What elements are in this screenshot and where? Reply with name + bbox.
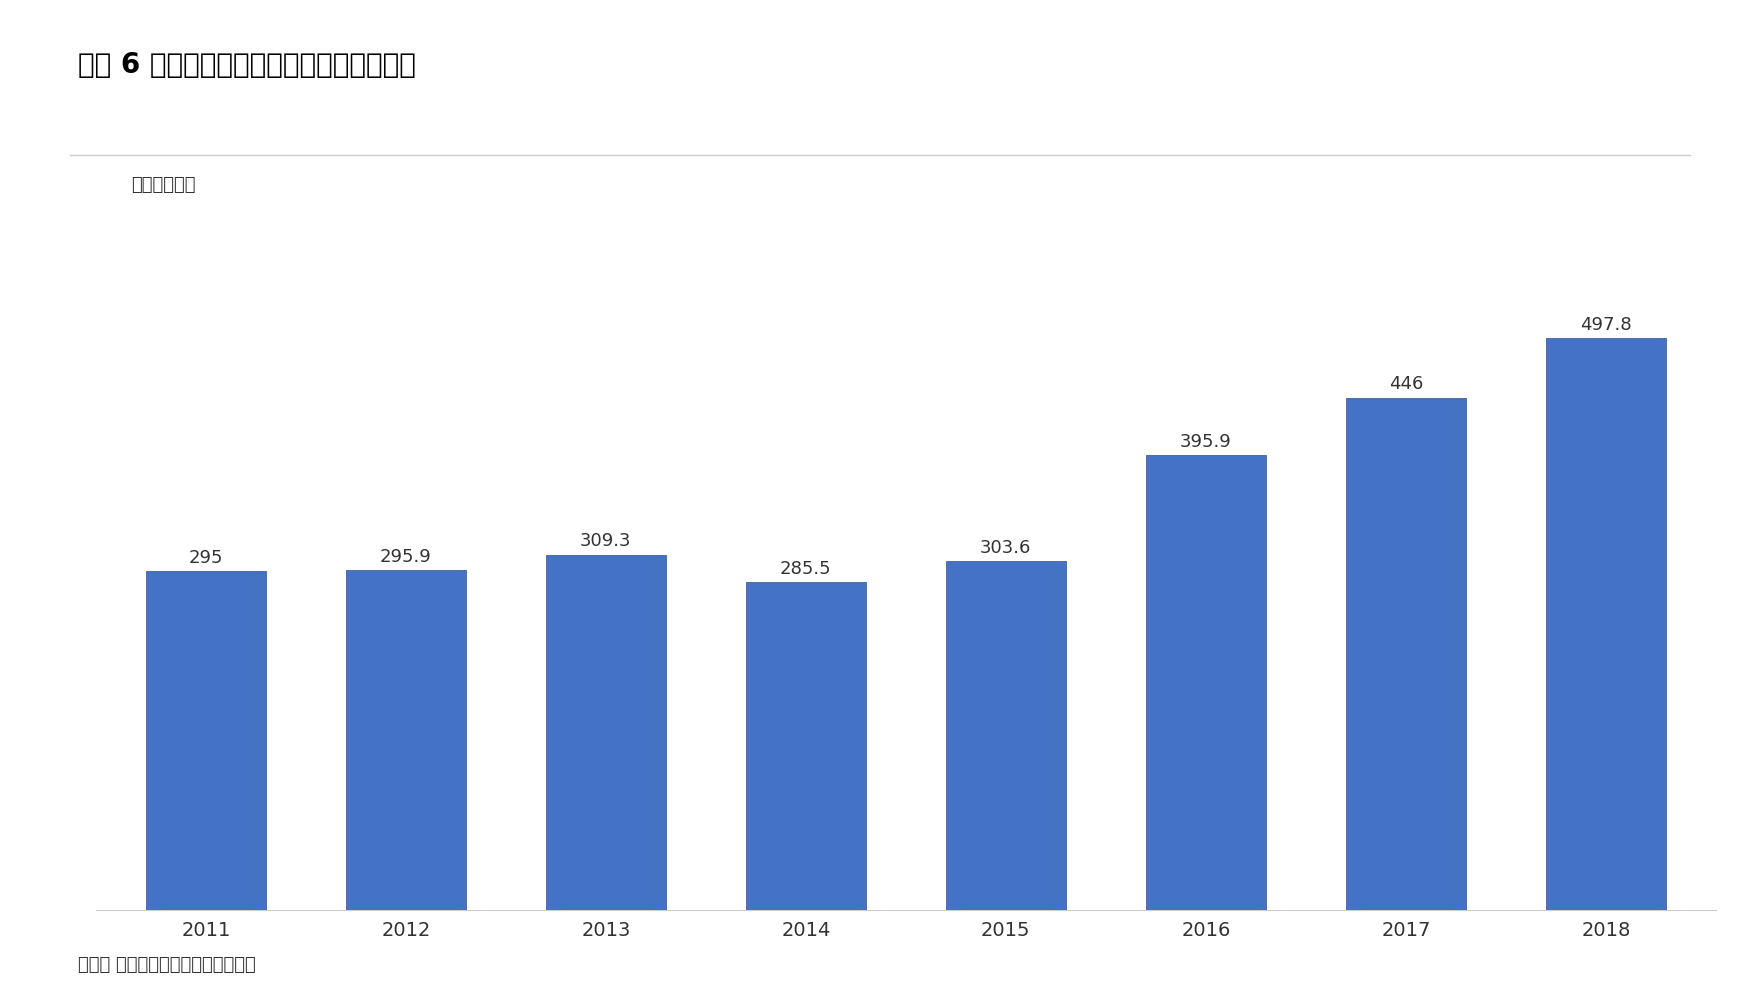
Bar <box>1545 338 1665 910</box>
Bar <box>347 570 465 910</box>
Text: 単位：億ドル: 単位：億ドル <box>131 176 195 194</box>
Text: 295: 295 <box>188 549 223 567</box>
Text: 図表 6 韓国企業の海外への直接投資の推移: 図表 6 韓国企業の海外への直接投資の推移 <box>78 51 416 79</box>
Text: 395.9: 395.9 <box>1179 433 1232 451</box>
Bar <box>545 555 665 910</box>
Text: 285.5: 285.5 <box>780 560 831 578</box>
Text: 446: 446 <box>1388 375 1423 393</box>
Bar <box>946 561 1066 910</box>
Text: 309.3: 309.3 <box>580 532 632 550</box>
Text: 497.8: 497.8 <box>1580 316 1632 334</box>
Bar <box>1146 455 1266 910</box>
Text: 295.9: 295.9 <box>380 548 432 566</box>
Text: 出所） 企画財政部「海外直接統計」: 出所） 企画財政部「海外直接統計」 <box>78 956 256 974</box>
Bar <box>1347 398 1465 910</box>
Bar <box>146 571 267 910</box>
Text: 303.6: 303.6 <box>981 539 1031 557</box>
Bar <box>746 582 866 910</box>
